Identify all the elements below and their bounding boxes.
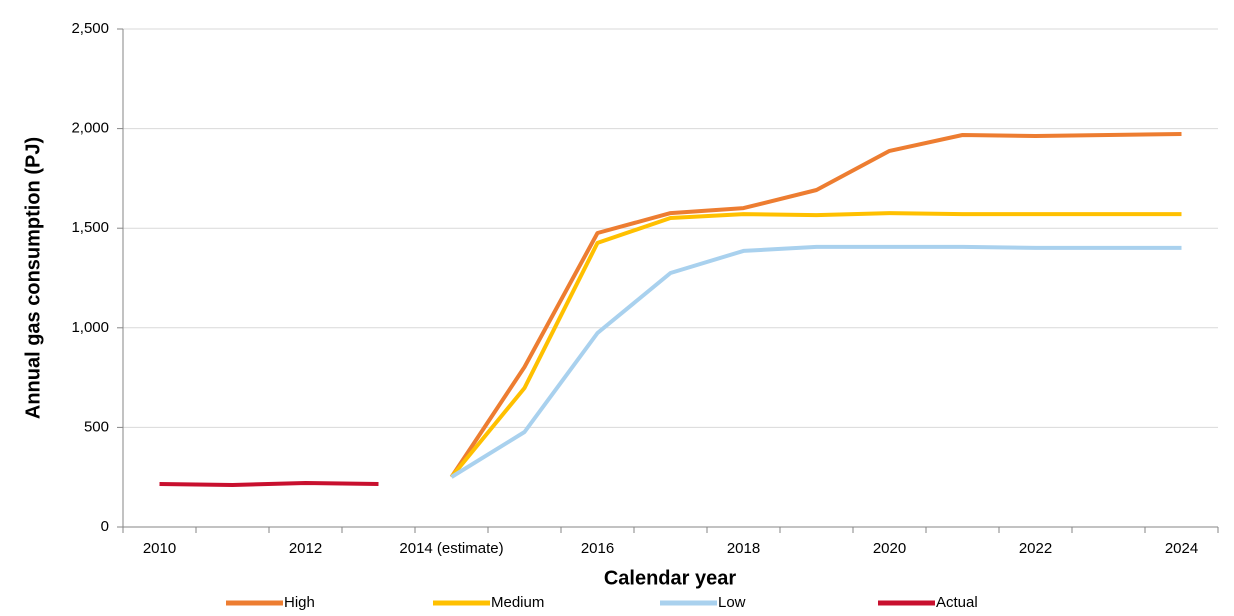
y-tick-label: 500 — [84, 418, 109, 435]
x-tick-label: 2016 — [581, 540, 614, 557]
legend-label: Medium — [491, 594, 544, 611]
series-line — [159, 481, 379, 487]
series-line — [449, 211, 1182, 479]
legend-label: Actual — [936, 594, 978, 611]
y-tick-label: 2,000 — [71, 120, 109, 137]
series-line — [449, 132, 1182, 479]
x-tick-label: 2024 — [1165, 540, 1198, 557]
x-tick-label: 2020 — [873, 540, 906, 557]
x-tick-label: 2018 — [727, 540, 760, 557]
y-tick-label: 2,500 — [71, 20, 109, 37]
legend-label: High — [284, 594, 315, 611]
y-tick-label: 1,000 — [71, 319, 109, 336]
legend-label: Low — [718, 594, 746, 611]
x-tick-label: 2012 — [289, 540, 322, 557]
x-axis-title: Calendar year — [604, 567, 737, 589]
y-tick-label: 0 — [101, 518, 109, 535]
x-tick-label: 2022 — [1019, 540, 1052, 557]
series-line — [450, 244, 1182, 479]
x-tick-label: 2014 (estimate) — [399, 540, 503, 557]
y-tick-label: 1,500 — [71, 219, 109, 236]
x-tick-label: 2010 — [143, 540, 176, 557]
y-axis-title: Annual gas consumption (PJ) — [22, 137, 44, 419]
